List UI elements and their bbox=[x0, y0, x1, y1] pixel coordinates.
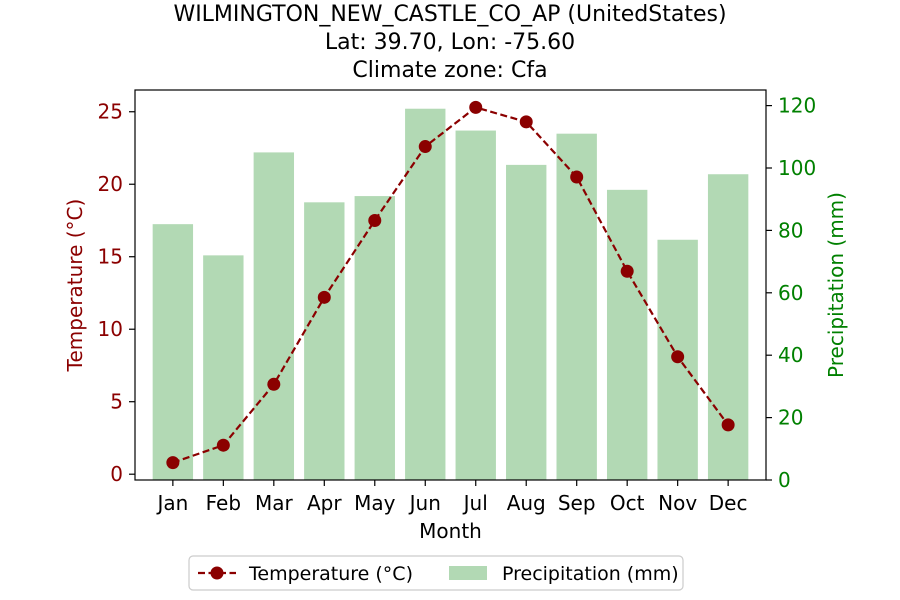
y-right-tick-label: 80 bbox=[778, 218, 803, 242]
y-left-tick-label: 15 bbox=[98, 245, 123, 269]
x-tick-label-dec: Dec bbox=[709, 491, 748, 515]
legend-precipitation-swatch bbox=[449, 566, 487, 580]
y-left-tick-label: 10 bbox=[98, 317, 123, 341]
y-left-tick-label: 20 bbox=[98, 172, 123, 196]
x-tick-label-jun: Jun bbox=[408, 491, 441, 515]
precipitation-bars bbox=[152, 108, 749, 481]
legend-temperature-swatch-marker bbox=[210, 566, 224, 580]
x-tick-label-may: May bbox=[354, 491, 396, 515]
x-tick-label-sep: Sep bbox=[558, 491, 596, 515]
temperature-point-jan bbox=[166, 456, 180, 470]
y-left-tick-label: 0 bbox=[110, 462, 123, 486]
temperature-point-aug bbox=[519, 115, 533, 129]
chart-title-line-2: Lat: 39.70, Lon: -75.60 bbox=[325, 30, 575, 55]
y-right-tick-label: 120 bbox=[778, 94, 816, 118]
temperature-point-feb bbox=[216, 438, 230, 452]
y-left-tick-label: 5 bbox=[110, 390, 123, 414]
y-right-tick-label: 100 bbox=[778, 156, 816, 180]
temperature-point-sep bbox=[570, 170, 584, 184]
temperature-line-group bbox=[166, 100, 735, 470]
y-axis-right-label: Precipitation (mm) bbox=[824, 192, 848, 378]
x-tick-label-jan: Jan bbox=[155, 491, 188, 515]
precipitation-bar-oct bbox=[606, 189, 648, 480]
precipitation-bar-apr bbox=[304, 202, 345, 480]
y-right-tick-label: 20 bbox=[778, 406, 803, 430]
left-axis: 0 5 10 15 20 25 bbox=[98, 100, 135, 486]
legend-precipitation-label: Precipitation (mm) bbox=[502, 563, 679, 585]
chart-title-group: WILMINGTON_NEW_CASTLE_CO_AP (UnitedState… bbox=[173, 2, 726, 83]
y-right-tick-label: 0 bbox=[778, 468, 791, 492]
precipitation-bar-sep bbox=[556, 133, 597, 480]
y-left-tick-label: 25 bbox=[98, 100, 123, 124]
precipitation-bar-jul bbox=[455, 130, 496, 480]
temperature-point-jul bbox=[469, 100, 483, 114]
temperature-point-oct bbox=[620, 264, 634, 278]
temperature-point-mar bbox=[267, 377, 281, 391]
temperature-point-nov bbox=[671, 350, 685, 364]
precipitation-bar-may bbox=[354, 196, 395, 480]
x-axis: Jan Feb Mar Apr May Jun Jul Aug Sep Oct Nov Dec bbox=[155, 480, 747, 515]
chart-title-line-3: Climate zone: Cfa bbox=[352, 58, 547, 83]
temperature-point-apr bbox=[317, 290, 331, 304]
precipitation-bar-dec bbox=[707, 174, 749, 481]
chart-title-line-1: WILMINGTON_NEW_CASTLE_CO_AP (UnitedState… bbox=[173, 2, 726, 27]
x-tick-label-jul: Jul bbox=[462, 491, 488, 515]
precipitation-bar-jan bbox=[152, 224, 194, 480]
precipitation-bar-aug bbox=[506, 164, 547, 480]
y-right-tick-label: 40 bbox=[778, 343, 803, 367]
x-axis-label: Month bbox=[419, 519, 482, 543]
x-tick-label-oct: Oct bbox=[610, 491, 645, 515]
temperature-point-dec bbox=[721, 418, 735, 432]
legend: Temperature (°C) Precipitation (mm) bbox=[188, 555, 684, 591]
plot-frame bbox=[134, 89, 767, 481]
x-tick-label-aug: Aug bbox=[507, 491, 546, 515]
temperature-point-jun bbox=[418, 140, 432, 154]
right-axis: 0 20 40 60 80 100 120 bbox=[766, 94, 816, 492]
precipitation-bar-jun bbox=[405, 108, 446, 480]
precipitation-bar-mar bbox=[253, 152, 295, 480]
legend-box bbox=[188, 555, 684, 591]
x-tick-label-feb: Feb bbox=[206, 491, 241, 515]
y-right-tick-label: 60 bbox=[778, 281, 803, 305]
x-tick-label-mar: Mar bbox=[255, 491, 294, 515]
y-axis-left-label: Temperature (°C) bbox=[63, 199, 87, 373]
temperature-line bbox=[172, 106, 730, 464]
x-tick-label-apr: Apr bbox=[307, 491, 342, 515]
temperature-point-may bbox=[368, 213, 382, 227]
x-tick-label-nov: Nov bbox=[658, 491, 697, 515]
legend-temperature-label: Temperature (°C) bbox=[248, 563, 413, 585]
